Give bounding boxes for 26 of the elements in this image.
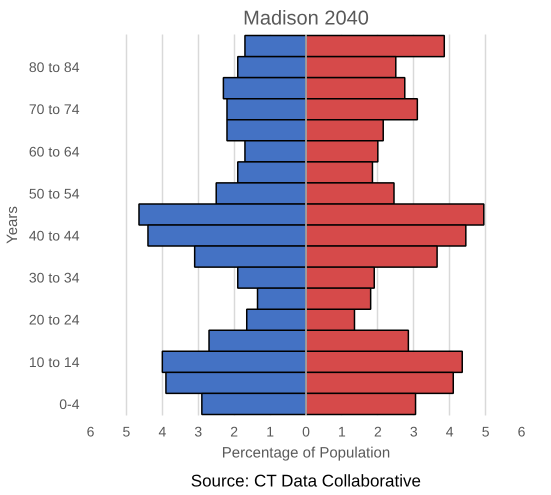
x-tick-label: 3 [410,424,418,440]
x-tick-label: 2 [230,424,238,440]
x-tick-label: 6 [518,424,526,440]
x-tick-label: 3 [194,424,202,440]
y-tick-label: 40 to 44 [28,228,80,244]
y-tick-label: 10 to 14 [28,354,80,370]
y-tick-label: 50 to 54 [28,185,80,202]
y-tick-label: 0-4 [59,396,80,412]
x-tick-label: 5 [122,424,131,440]
y-tick-label: 70 to 74 [28,101,80,118]
x-axis-title: Percentage of Population [222,444,390,462]
x-tick-label: 2 [374,424,382,440]
x-tick-label: 5 [482,424,490,440]
x-tick-label: 4 [446,424,454,440]
y-tick-label: 30 to 34 [28,270,80,286]
y-axis-title: Years [4,206,21,244]
x-tick-label: 0 [302,424,310,440]
x-tick-label: 6 [86,424,95,440]
source-note: Source: CT Data Collaborative [190,472,421,490]
chart-title: Madison 2040 [243,8,369,30]
x-tick-label: 1 [338,424,346,440]
y-tick-label: 60 to 64 [28,143,80,160]
x-tick-label: 1 [266,424,274,440]
y-tick-label: 80 to 84 [28,59,80,76]
x-tick-label: 4 [158,424,166,440]
y-tick-label: 20 to 24 [28,312,80,328]
